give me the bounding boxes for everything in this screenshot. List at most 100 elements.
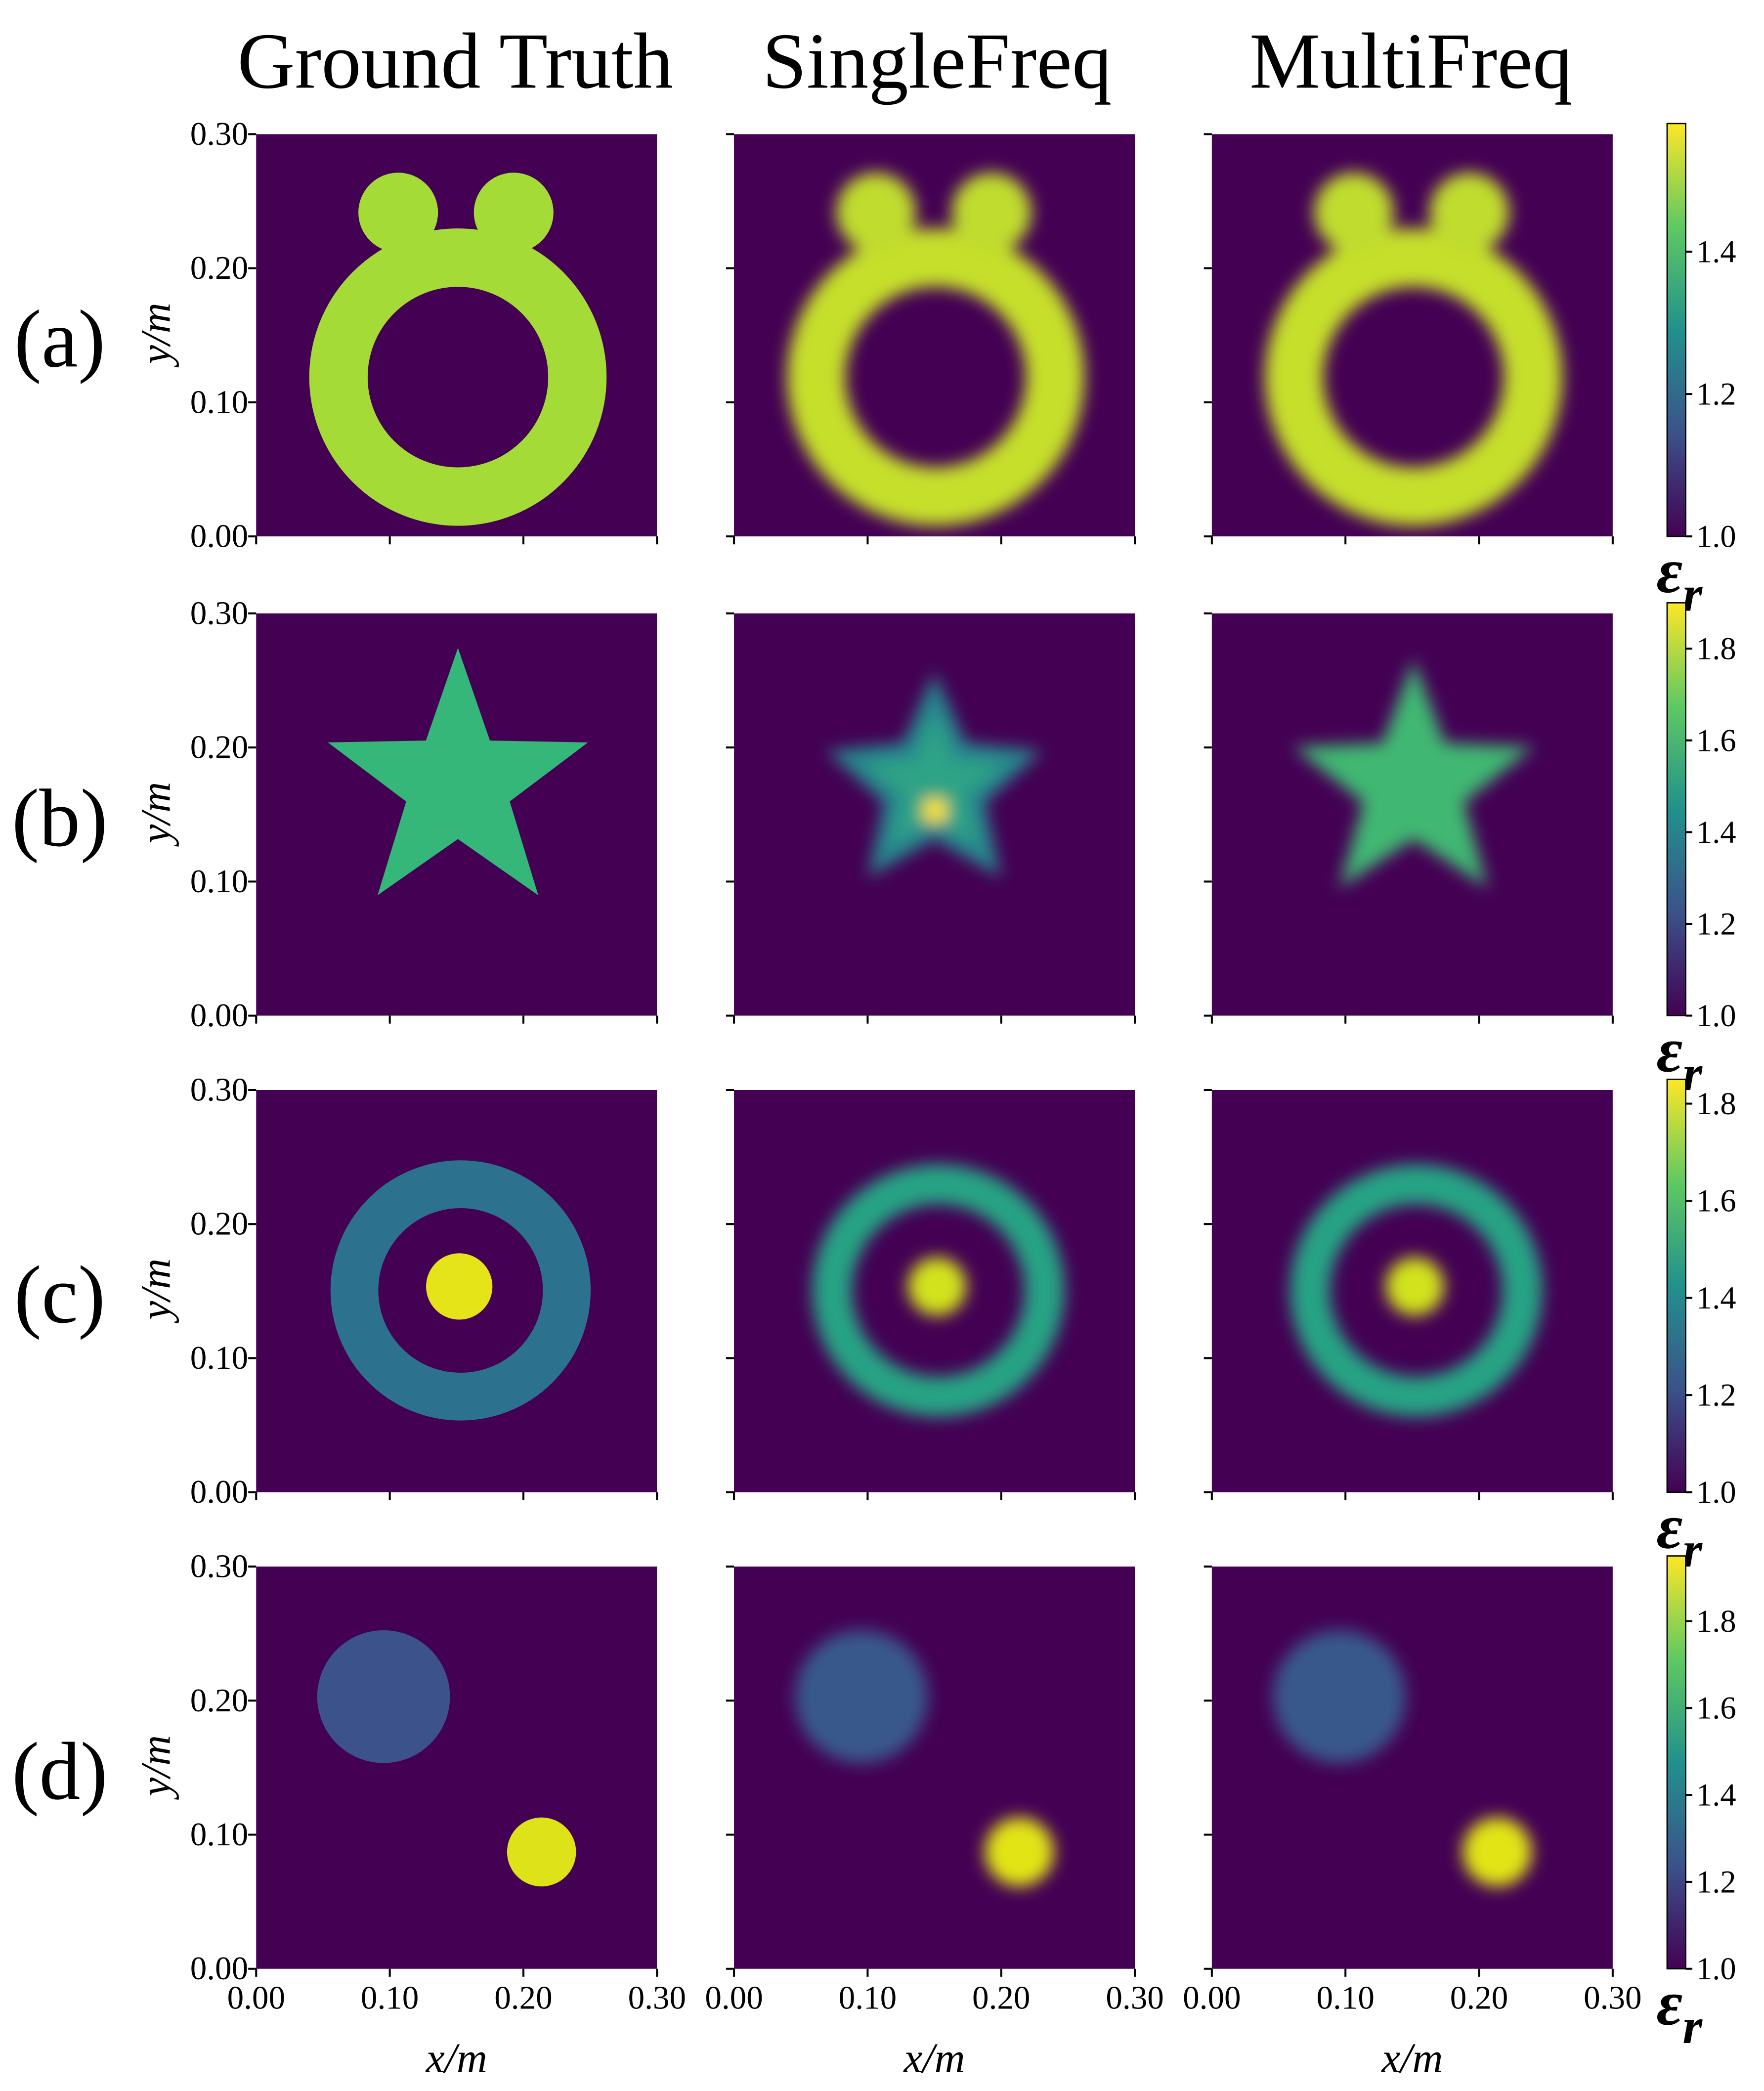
y-axis-label: y/m xyxy=(132,1735,179,1800)
x-tick-label: 0.30 xyxy=(1106,1979,1163,2016)
colorbar-tick-label: 1.6 xyxy=(1696,723,1736,758)
heatmap-region xyxy=(787,228,1085,526)
heatmap-region xyxy=(907,1257,967,1316)
y-tick-label: 0.30 xyxy=(190,594,248,631)
row-label: (d) xyxy=(12,1726,108,1817)
heatmap-field xyxy=(812,1164,1065,1417)
heatmap-shapes xyxy=(317,1630,576,1887)
y-tick-label: 0.00 xyxy=(190,1950,248,1987)
row-label: (b) xyxy=(12,773,108,864)
colorbar-symbol: ε xyxy=(1656,535,1682,606)
heatmap-shapes xyxy=(1290,1164,1543,1417)
y-tick-label: 0.10 xyxy=(190,863,248,900)
colorbar-tick-label: 1.4 xyxy=(1696,234,1736,269)
colorbar-tick-label: 1.2 xyxy=(1696,377,1736,412)
x-tick-label: 0.10 xyxy=(839,1979,897,2016)
x-tick-label: 0.20 xyxy=(494,1979,552,2016)
y-tick-label: 0.00 xyxy=(190,997,248,1034)
heatmap-region xyxy=(317,1630,450,1763)
colorbar-subscript: r xyxy=(1682,1999,1703,2054)
heatmap-region xyxy=(1429,173,1509,253)
heatmap-background xyxy=(734,1567,1135,1969)
heatmap-region xyxy=(1265,228,1562,526)
colorbar-label: εr xyxy=(1656,1014,1703,1101)
heatmap-region xyxy=(1385,1257,1444,1316)
heatmap-field xyxy=(827,673,1042,877)
heatmap-region xyxy=(865,713,1004,845)
heatmap-region xyxy=(328,648,588,896)
colorbar-tick-label: 1.2 xyxy=(1696,906,1736,941)
x-axis-label: x/m xyxy=(425,2034,487,2082)
heatmap-field xyxy=(1273,1630,1532,1887)
y-tick-label: 0.10 xyxy=(190,383,248,420)
colorbar-tick-label: 1.8 xyxy=(1696,1086,1736,1121)
y-tick-label: 0.10 xyxy=(190,1816,248,1853)
heatmap-shapes xyxy=(795,1630,1054,1887)
x-tick-label: 0.00 xyxy=(705,1979,763,2016)
colorbar-tick-label: 1.4 xyxy=(1696,815,1736,850)
x-tick-label: 0.30 xyxy=(1584,1979,1641,2016)
colorbar-tick-label: 1.6 xyxy=(1696,1183,1736,1219)
heatmap-shapes xyxy=(328,648,588,896)
x-tick-label: 0.00 xyxy=(227,1979,285,2016)
x-tick-label: 0.00 xyxy=(1183,1979,1241,2016)
heatmap-field xyxy=(309,173,607,526)
heatmap-region xyxy=(985,1817,1054,1887)
heatmap-region xyxy=(795,1630,928,1763)
y-tick-label: 0.20 xyxy=(190,1682,248,1719)
colorbar-tick-label: 1.8 xyxy=(1696,631,1736,666)
heatmap-region xyxy=(330,1160,591,1421)
heatmap-region xyxy=(426,1253,493,1320)
colorbar-tick-label: 1.2 xyxy=(1696,1864,1736,1899)
heatmap-shapes xyxy=(330,1160,591,1421)
x-tick-label: 0.20 xyxy=(972,1979,1030,2016)
row-label: (c) xyxy=(14,1250,105,1341)
heatmap-shapes xyxy=(787,173,1085,526)
heatmap-field xyxy=(1293,659,1534,888)
colorbar xyxy=(1666,602,1686,1016)
y-tick-label: 0.30 xyxy=(190,1071,248,1108)
row-label: (a) xyxy=(14,294,105,385)
heatmap-background xyxy=(1211,1567,1613,1969)
heatmap-field xyxy=(317,1630,576,1887)
heatmap-shapes xyxy=(1293,659,1534,888)
heatmap-region xyxy=(812,1164,1065,1417)
y-axis-label: y/m xyxy=(132,1259,179,1324)
y-axis-label: y/m xyxy=(132,303,179,368)
colorbar xyxy=(1666,1555,1686,1970)
heatmap-region xyxy=(1273,1630,1406,1763)
colorbar-tick-label: 1.2 xyxy=(1696,1378,1736,1413)
colorbar-label: εr xyxy=(1656,1968,1703,2055)
colorbar-symbol: ε xyxy=(1656,1014,1682,1085)
heatmap-field xyxy=(330,1160,591,1421)
colorbar-symbol: ε xyxy=(1656,1491,1682,1562)
y-tick-label: 0.20 xyxy=(190,729,248,766)
heatmap-region xyxy=(924,799,947,822)
heatmap-shapes xyxy=(1273,1630,1532,1887)
colorbar-tick-label: 1.0 xyxy=(1696,1475,1736,1510)
colorbar xyxy=(1666,1079,1686,1493)
colorbar-tick-label: 1.4 xyxy=(1696,1778,1736,1813)
y-tick-label: 0.00 xyxy=(190,1473,248,1510)
colorbar xyxy=(1666,123,1686,537)
colorbar-tick-label: 1.8 xyxy=(1696,1604,1736,1639)
heatmap-region xyxy=(358,173,438,253)
x-axis-label: x/m xyxy=(903,2034,965,2082)
heatmap-field xyxy=(328,648,588,896)
heatmap-region xyxy=(1314,173,1394,253)
y-tick-label: 0.20 xyxy=(190,1205,248,1242)
heatmap-region xyxy=(1290,1164,1543,1417)
column-title: SingleFreq xyxy=(762,16,1112,105)
heatmap-region xyxy=(1293,659,1534,888)
heatmap-region xyxy=(836,173,916,253)
y-tick-label: 0.30 xyxy=(190,115,248,152)
heatmap-region xyxy=(1463,1817,1532,1887)
x-tick-label: 0.20 xyxy=(1450,1979,1508,2016)
column-title: Ground Truth xyxy=(237,16,673,105)
heatmap-field xyxy=(1290,1164,1543,1417)
heatmap-field xyxy=(1265,173,1562,526)
heatmap-field xyxy=(795,1630,1054,1887)
colorbar-tick-label: 1.0 xyxy=(1696,519,1736,554)
